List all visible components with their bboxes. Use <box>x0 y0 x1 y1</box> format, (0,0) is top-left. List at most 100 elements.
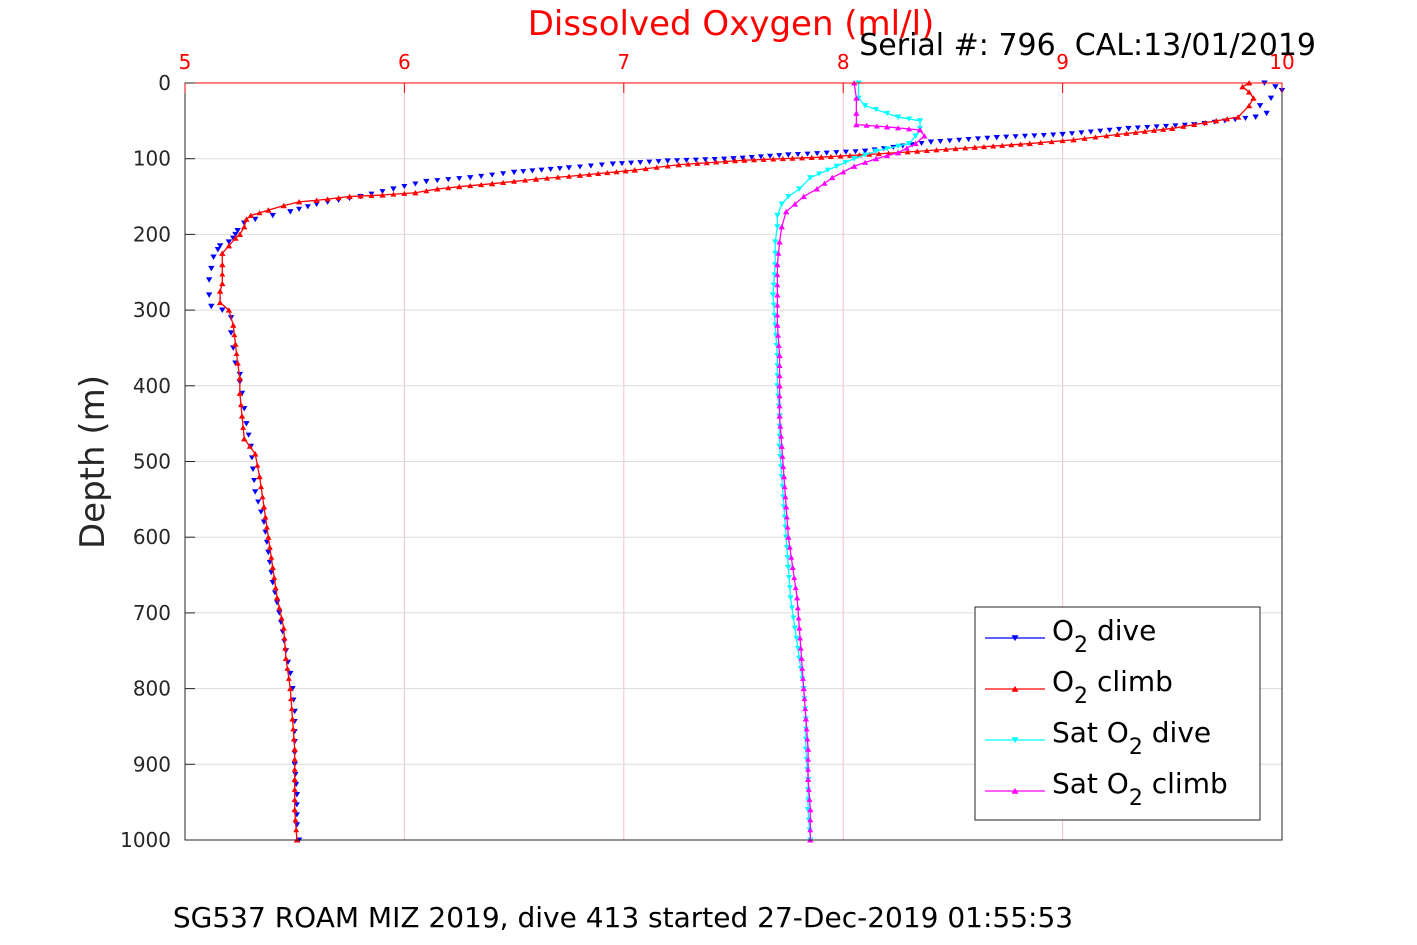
data-point <box>780 463 787 469</box>
data-point <box>785 193 792 200</box>
legend-label: O2 dive <box>1052 614 1156 658</box>
data-point <box>219 250 226 256</box>
data-point <box>776 153 783 159</box>
data-point <box>895 125 902 131</box>
data-point <box>786 575 793 581</box>
x-tick-label: 9 <box>1056 50 1069 74</box>
data-point <box>246 443 253 449</box>
data-point <box>1180 123 1187 129</box>
data-point <box>1070 136 1077 143</box>
data-point <box>554 174 561 180</box>
data-point <box>655 159 662 165</box>
series-4 <box>774 80 928 843</box>
data-point <box>895 143 902 149</box>
data-point <box>1144 124 1151 131</box>
data-point <box>205 292 213 298</box>
data-point <box>1103 133 1110 139</box>
data-point <box>1059 131 1066 138</box>
y-tick-label: 1000 <box>120 828 171 852</box>
data-point <box>1272 84 1279 90</box>
data-point <box>884 110 891 116</box>
data-point <box>1245 102 1253 109</box>
data-point <box>401 190 408 196</box>
x-tick-label: 7 <box>617 50 630 74</box>
data-point <box>784 524 791 530</box>
data-point <box>1239 83 1246 90</box>
data-point <box>1172 123 1179 129</box>
data-point <box>598 162 605 168</box>
data-point <box>999 142 1006 148</box>
data-point <box>692 157 699 163</box>
data-point <box>1017 141 1024 147</box>
data-point <box>478 173 485 180</box>
data-point <box>478 181 485 188</box>
data-point <box>241 223 248 230</box>
data-point <box>873 107 880 113</box>
data-point <box>1106 127 1113 133</box>
data-point <box>933 147 940 153</box>
data-point <box>1245 89 1253 95</box>
data-point <box>240 424 247 430</box>
data-point <box>313 201 320 207</box>
data-point <box>225 307 233 313</box>
data-point <box>1125 125 1132 132</box>
data-point <box>912 140 919 147</box>
data-point <box>1021 133 1028 139</box>
data-point <box>993 134 1000 141</box>
data-point <box>952 145 959 152</box>
data-point <box>1191 121 1198 128</box>
data-point <box>905 141 913 147</box>
data-point <box>357 193 364 199</box>
x-tick-label: 8 <box>837 50 850 74</box>
data-point <box>829 174 836 181</box>
data-point <box>282 645 289 651</box>
data-point <box>990 143 997 149</box>
data-point <box>861 103 869 109</box>
data-point <box>288 706 295 712</box>
data-point <box>842 160 849 166</box>
data-point <box>259 494 266 500</box>
data-point <box>802 716 810 722</box>
legend-label-rest: climb <box>1088 665 1173 698</box>
data-point <box>1081 135 1088 141</box>
data-point <box>290 726 297 732</box>
data-point <box>628 160 635 166</box>
data-point <box>943 146 950 152</box>
data-point <box>262 514 269 520</box>
data-point <box>489 172 496 178</box>
data-point <box>281 635 288 641</box>
data-point <box>956 137 963 143</box>
data-point <box>800 193 807 200</box>
data-point <box>730 156 737 162</box>
data-point <box>894 149 902 156</box>
data-point <box>271 574 278 580</box>
data-point <box>675 161 682 168</box>
data-point <box>853 121 860 128</box>
data-point <box>412 189 419 196</box>
y-tick-label: 200 <box>133 222 171 246</box>
data-point <box>923 147 930 154</box>
legend-label-base: O <box>1052 665 1074 698</box>
data-point <box>324 196 331 202</box>
data-point <box>769 292 777 298</box>
data-point <box>423 178 430 185</box>
data-point <box>269 212 276 219</box>
data-point <box>1123 130 1130 136</box>
data-point <box>1134 125 1141 131</box>
data-point <box>802 706 809 712</box>
data-point <box>291 746 298 752</box>
data-point <box>702 157 709 163</box>
data-point <box>921 133 928 139</box>
data-point <box>785 564 792 571</box>
data-point <box>532 176 540 182</box>
data-point <box>786 544 793 550</box>
data-point <box>776 239 783 245</box>
data-point <box>903 145 910 151</box>
data-point <box>799 665 806 671</box>
legend-marker <box>1011 635 1019 642</box>
data-point <box>778 223 785 230</box>
data-point <box>791 625 799 631</box>
data-point <box>1040 132 1047 139</box>
data-point <box>799 675 806 681</box>
data-point <box>980 144 987 150</box>
